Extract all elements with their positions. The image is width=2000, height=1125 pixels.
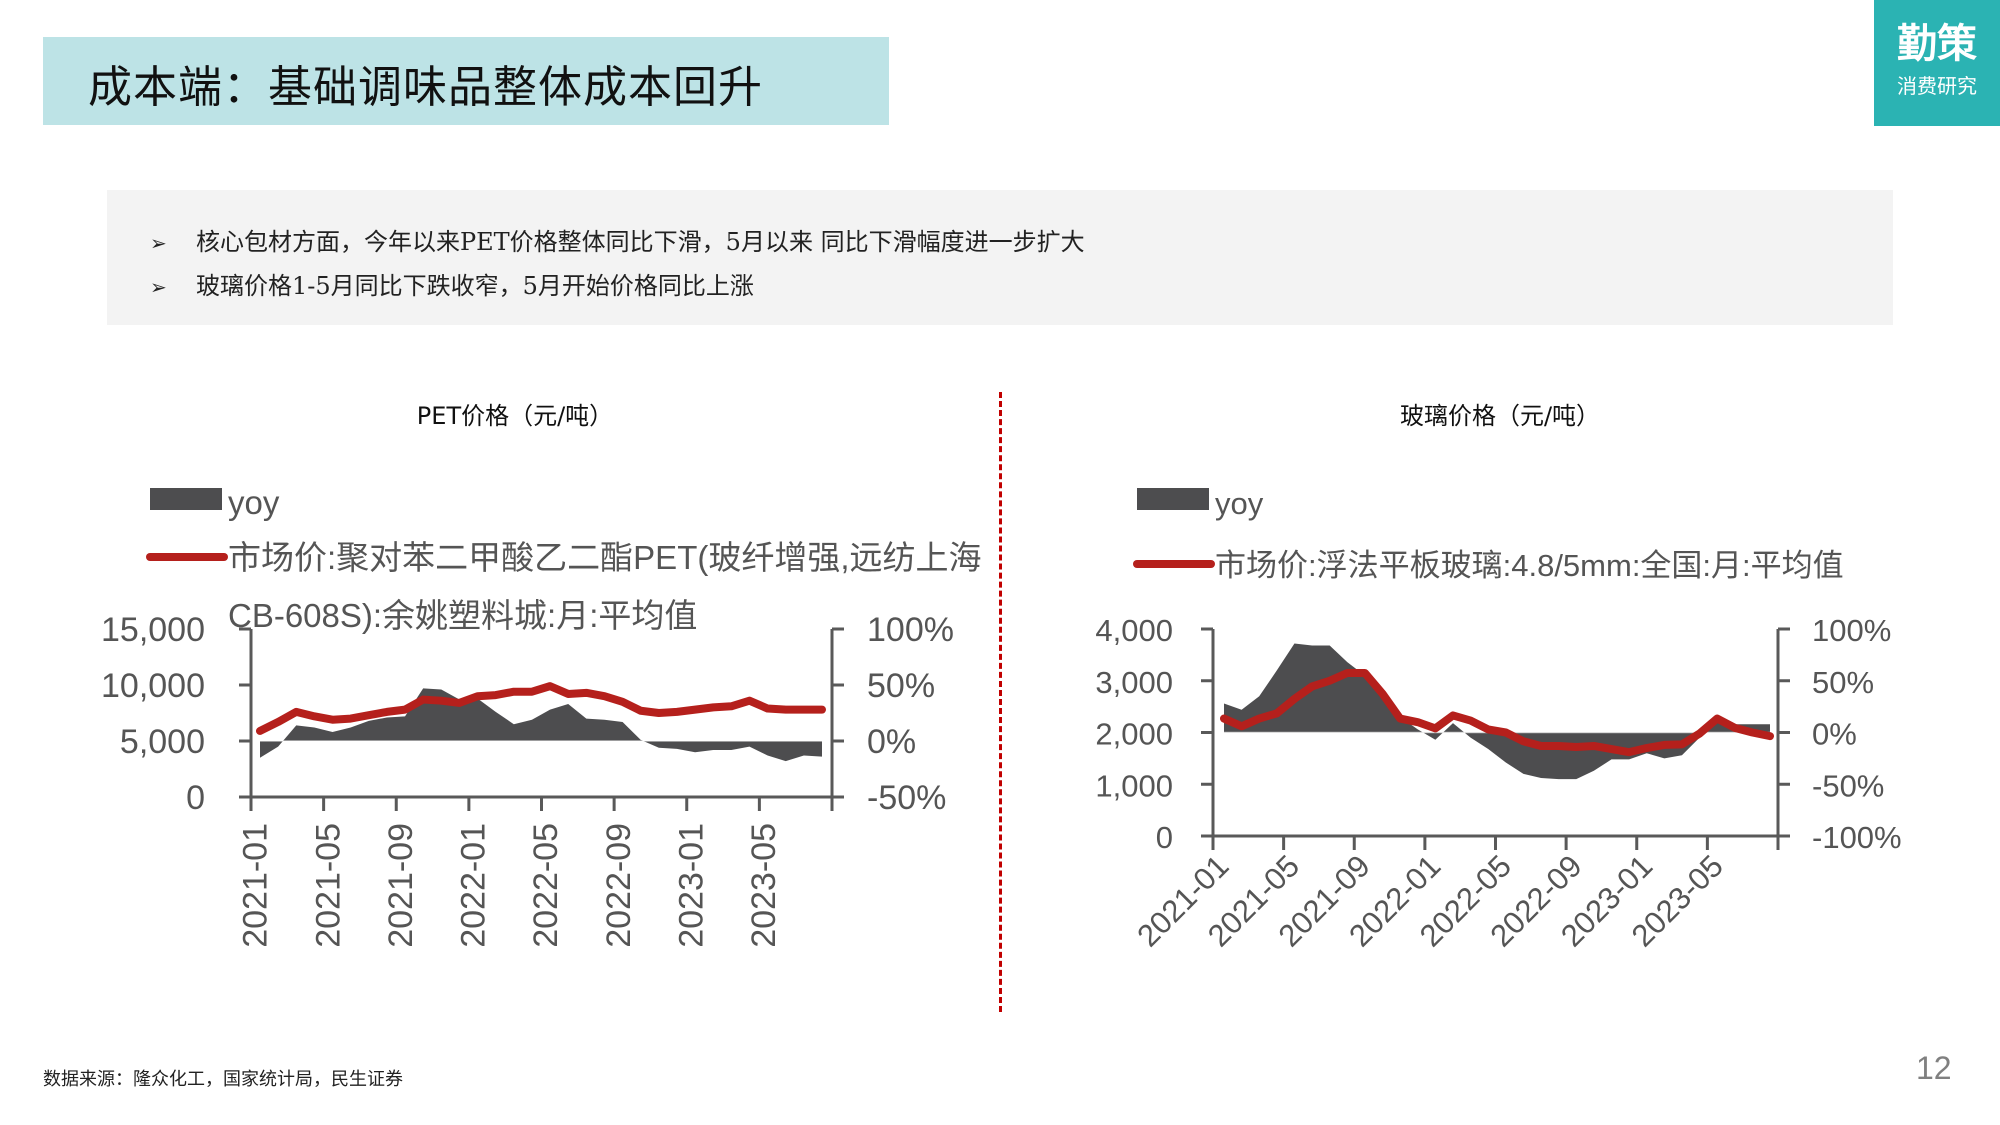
x-axis-tick-label: 2023-05 bbox=[745, 823, 783, 948]
right-axis-tick-label: 100% bbox=[1812, 613, 1891, 648]
price-line bbox=[256, 682, 826, 735]
left-axis-tick-label: 5,000 bbox=[120, 723, 205, 761]
legend-yoy-swatch bbox=[1137, 488, 1209, 510]
legend-yoy-swatch bbox=[150, 488, 222, 510]
legend-price-label: 市场价:聚对苯二甲酸乙二酯PET(玻纤增强,远纺上海 bbox=[228, 539, 982, 576]
x-axis-tick-label: 2023-01 bbox=[672, 823, 710, 948]
pet-chart-title: PET价格（元/吨） bbox=[416, 402, 614, 430]
yoy-area bbox=[1224, 643, 1770, 780]
x-axis-tick-label: 2021-05 bbox=[309, 823, 347, 948]
x-axis-tick-label: 2021-09 bbox=[382, 823, 420, 948]
glass-chart-title: 玻璃价格（元/吨） bbox=[1399, 402, 1601, 430]
left-axis-tick-label: 0 bbox=[186, 779, 205, 817]
right-axis-tick-label: -100% bbox=[1812, 820, 1902, 855]
page-title: 成本端：基础调味品整体成本回升 bbox=[88, 62, 763, 113]
bullet-text: 核心包材方面，今年以来PET价格整体同比下滑，5月以来 同比下滑幅度进一步扩大 bbox=[196, 228, 1085, 256]
x-axis-tick-label: 2022-05 bbox=[527, 823, 565, 948]
left-axis-tick-label: 10,000 bbox=[101, 667, 205, 705]
left-axis-tick-label: 3,000 bbox=[1095, 665, 1173, 700]
legend-price-label: 市场价:浮法平板玻璃:4.8/5mm:全国:月:平均值 bbox=[1215, 548, 1844, 583]
right-axis-tick-label: 0% bbox=[867, 723, 916, 761]
title-banner: 成本端：基础调味品整体成本回升 bbox=[43, 37, 889, 125]
pet-price-chart: yoy 市场价:聚对苯二甲酸乙二酯PET(玻纤增强,远纺上海 CB-608S):余姚… bbox=[101, 484, 982, 948]
legend-yoy-label: yoy bbox=[228, 484, 280, 521]
left-axis-tick-label: 2,000 bbox=[1095, 717, 1173, 752]
logo-sub-text: 消费研究 bbox=[1897, 74, 1977, 98]
page-number: 12 bbox=[1916, 1050, 1952, 1086]
right-axis-tick-label: 50% bbox=[867, 667, 935, 705]
glass-price-chart: yoy 市场价:浮法平板玻璃:4.8/5mm:全国:月:平均值 0 1,000 2,00… bbox=[1095, 486, 1902, 953]
yoy-area bbox=[260, 688, 822, 762]
left-axis-tick-label: 1,000 bbox=[1095, 768, 1173, 803]
right-axis-tick-label: -50% bbox=[1812, 768, 1884, 803]
summary-bullet: ➢ 核心包材方面，今年以来PET价格整体同比下滑，5月以来 同比下滑幅度进一步扩大 bbox=[150, 222, 1085, 257]
left-axis-tick-label: 0 bbox=[1156, 820, 1173, 855]
right-axis-tick-label: 50% bbox=[1812, 665, 1874, 700]
data-source-note: 数据来源：隆众化工，国家统计局，民生证券 bbox=[43, 1069, 403, 1090]
summary-bullet: ➢ 玻璃价格1-5月同比下跌收窄，5月开始价格同比上涨 bbox=[150, 266, 754, 301]
summary-box: ➢ 核心包材方面，今年以来PET价格整体同比下滑，5月以来 同比下滑幅度进一步扩大… bbox=[107, 190, 1893, 325]
legend-yoy-label: yoy bbox=[1215, 486, 1264, 521]
arrow-bullet-icon: ➢ bbox=[150, 275, 167, 299]
right-axis-tick-label: 0% bbox=[1812, 717, 1857, 752]
right-axis-tick-label: 100% bbox=[867, 611, 954, 649]
brand-logo: 勤策 消费研究 bbox=[1874, 0, 2000, 126]
left-axis-tick-label: 4,000 bbox=[1095, 613, 1173, 648]
x-axis-tick-label: 2021-01 bbox=[237, 823, 275, 948]
legend-price-label-cont: CB-608S):余姚塑料城:月:平均值 bbox=[228, 597, 697, 634]
left-axis-tick-label: 15,000 bbox=[101, 611, 205, 649]
price-line bbox=[1220, 668, 1774, 757]
arrow-bullet-icon: ➢ bbox=[150, 231, 167, 255]
right-axis-tick-label: -50% bbox=[867, 779, 946, 817]
chart-divider bbox=[999, 392, 1002, 1012]
logo-main-text: 勤策 bbox=[1897, 20, 1977, 67]
x-axis-tick-label: 2022-09 bbox=[600, 823, 638, 948]
x-axis-tick-label: 2022-01 bbox=[455, 823, 493, 948]
bullet-text: 玻璃价格1-5月同比下跌收窄，5月开始价格同比上涨 bbox=[196, 272, 754, 300]
